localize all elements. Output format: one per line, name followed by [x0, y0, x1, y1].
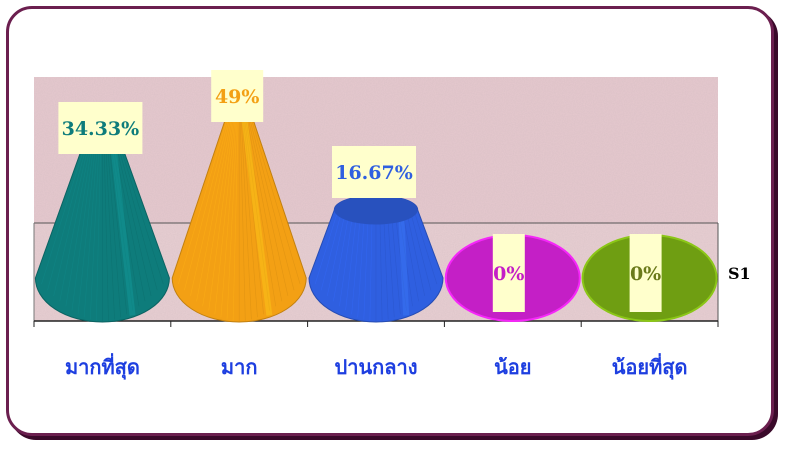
- bar-stripe: [83, 137, 99, 318]
- data-label-box: [58, 102, 143, 154]
- bar-stripe: [409, 209, 432, 291]
- bar-stripe: [345, 209, 358, 311]
- category-label: มากที่สุด: [65, 352, 140, 380]
- bar-stripe: [105, 137, 115, 320]
- bar-stripe: [108, 137, 128, 315]
- bar-stripe: [351, 209, 362, 315]
- category-label: มาก: [221, 355, 258, 379]
- bar-stripe: [339, 209, 354, 307]
- bar-stripe: [387, 209, 395, 318]
- bar-stripe: [398, 209, 413, 307]
- bar-2: [308, 194, 444, 323]
- data-label: 34.33%: [62, 118, 140, 140]
- bar-stripe: [314, 209, 339, 285]
- bar-stripe: [106, 137, 121, 318]
- bar-highlight: [109, 137, 136, 316]
- bar-stripe: [96, 137, 102, 321]
- bar-stripe: [103, 137, 109, 321]
- category-label: น้อยที่สุด: [612, 352, 688, 380]
- chart-marks: [33, 76, 719, 327]
- bar-stripe: [89, 137, 100, 320]
- bar-stripe: [402, 209, 419, 302]
- bar-stripe: [112, 137, 146, 302]
- data-label-box: [211, 70, 264, 122]
- bar-stripe: [53, 137, 91, 296]
- bar-stripe: [363, 209, 369, 320]
- data-label: 49%: [215, 86, 260, 108]
- data-label: 0%: [493, 263, 524, 285]
- data-label-box: [332, 146, 416, 198]
- bar-stripe: [406, 209, 426, 296]
- bar-stripe: [109, 137, 134, 311]
- data-label-box: [492, 234, 525, 312]
- bar-stripe: [333, 209, 350, 302]
- bar-stripe: [111, 137, 140, 307]
- category-label: ปานกลาง: [335, 355, 418, 379]
- bar-stripe: [47, 137, 89, 291]
- bar-stripe: [379, 209, 383, 321]
- bar-stripe: [71, 137, 96, 311]
- bar-stripe: [394, 209, 407, 311]
- bar-stripe: [320, 209, 343, 291]
- bar-stripe: [41, 137, 88, 285]
- bar-stripe: [326, 209, 346, 296]
- bar-highlight: [398, 209, 410, 316]
- data-label: 16.67%: [335, 162, 413, 184]
- data-label: 0%: [630, 263, 661, 285]
- bar-stripe: [115, 137, 158, 291]
- bar-stripe: [413, 209, 438, 285]
- data-label-box: [629, 234, 662, 312]
- category-label: น้อย: [494, 355, 531, 379]
- bar-stripe: [59, 137, 93, 302]
- bar-stripe: [114, 137, 152, 296]
- bar-stripe: [65, 137, 94, 307]
- chart-labels: 34.33% มากที่สุด 49% มาก 16.67% ปานกลาง 0% น้อย…: [58, 70, 687, 380]
- bar-stripe: [390, 209, 401, 315]
- bar-stripe: [77, 137, 97, 315]
- bar-stripe: [117, 137, 164, 285]
- bar-top: [334, 195, 418, 225]
- bar-stripe: [357, 209, 365, 318]
- bar-stripe: [383, 209, 389, 320]
- series-label: S1: [728, 264, 751, 283]
- bar-stripe: [369, 209, 373, 321]
